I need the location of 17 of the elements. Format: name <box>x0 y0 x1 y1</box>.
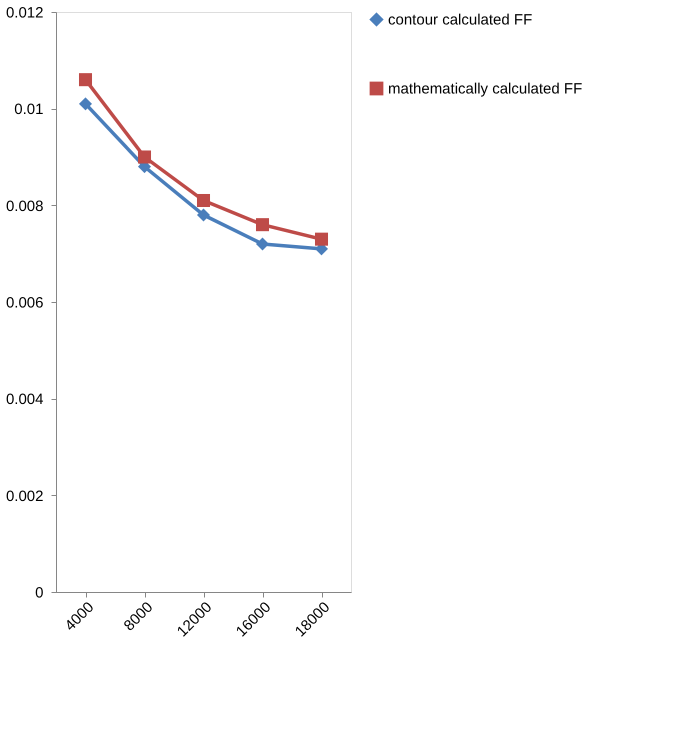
y-tick-label: 0.002 <box>6 488 44 505</box>
point <box>78 73 92 86</box>
point <box>78 97 92 110</box>
legend-label: mathematically calculated FF <box>388 80 582 98</box>
point <box>256 237 270 251</box>
y-tick-label: 0.004 <box>6 391 44 408</box>
point <box>196 194 210 208</box>
y-tick-label: 0.01 <box>14 101 44 118</box>
point <box>138 150 152 164</box>
y-tick-label: 0.012 <box>6 4 44 22</box>
y-tick-label: 0.006 <box>6 294 44 312</box>
point <box>196 208 210 222</box>
point <box>256 218 270 232</box>
legend-label: contour calculated FF <box>388 12 532 28</box>
y-tick-label: 0 <box>35 584 44 602</box>
point <box>314 232 328 246</box>
y-tick-label: 0.008 <box>6 198 44 215</box>
